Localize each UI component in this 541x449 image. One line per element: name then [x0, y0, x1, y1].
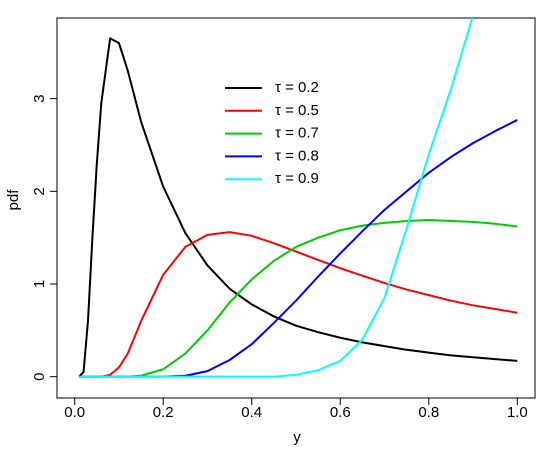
y-axis-label: pdf	[5, 189, 22, 211]
x-tick-label: 0.4	[241, 404, 262, 421]
legend-label: τ = 0.8	[275, 147, 319, 164]
x-tick-label: 1.0	[507, 404, 528, 421]
y-tick-label: 0	[31, 373, 48, 381]
x-tick-label: 0.0	[64, 404, 85, 421]
legend-label: τ = 0.2	[275, 79, 319, 96]
x-tick-label: 0.6	[330, 404, 351, 421]
y-tick-label: 2	[31, 187, 48, 195]
legend-label: τ = 0.5	[275, 102, 319, 119]
x-tick-label: 0.2	[153, 404, 174, 421]
y-tick-label: 3	[31, 94, 48, 102]
legend-label: τ = 0.9	[275, 170, 319, 187]
plot-frame	[56, 17, 536, 399]
legend-label: τ = 0.7	[275, 125, 319, 142]
y-tick-label: 1	[31, 280, 48, 288]
series-line	[78, 37, 518, 378]
series-line	[79, 18, 474, 378]
x-tick-label: 0.8	[418, 404, 439, 421]
x-axis-label: y	[293, 429, 301, 446]
plot-area	[78, 18, 518, 378]
